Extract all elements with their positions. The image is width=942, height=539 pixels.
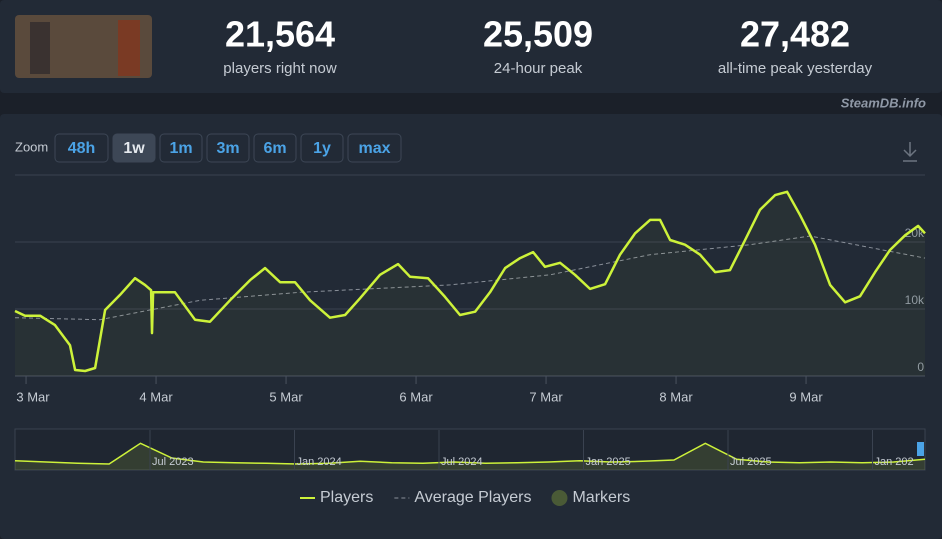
navigator-label: Jul 2023 [152, 456, 194, 468]
zoom-button-label: 1w [123, 140, 145, 157]
legend-label[interactable]: Average Players [414, 489, 531, 506]
navigator-label: Jan 202 [875, 456, 914, 468]
stat-value: 27,482 [740, 14, 850, 55]
zoom-button[interactable]: 6m [253, 133, 297, 163]
navigator-handle[interactable] [917, 442, 924, 456]
legend-label[interactable]: Markers [572, 489, 630, 506]
navigator-label: Jan 2025 [586, 456, 631, 468]
zoom-button-bg [112, 133, 156, 163]
zoom-button-bg [206, 133, 250, 163]
brand: SteamDB.info [841, 95, 926, 110]
zoom-button-bg [54, 133, 109, 163]
zoom-button-bg [300, 133, 344, 163]
x-tick-label: 3 Mar [16, 389, 50, 404]
stat-value: 25,509 [483, 14, 593, 55]
zoom-button-label: 6m [263, 140, 286, 157]
x-tick-label: 9 Mar [789, 389, 823, 404]
y-tick-label: 0 [917, 360, 924, 374]
navigator-label: Jul 2024 [441, 456, 483, 468]
x-tick-label: 8 Mar [659, 389, 693, 404]
y-tick-label: 10k [905, 293, 925, 307]
zoom-button[interactable]: 1m [159, 133, 203, 163]
x-tick-label: 4 Mar [139, 389, 173, 404]
x-tick-label: 6 Mar [399, 389, 433, 404]
stat-label: 24-hour peak [494, 60, 583, 77]
zoom-button-label: 1m [169, 140, 192, 157]
series-line [14, 190, 926, 373]
zoom-button-bg [347, 133, 402, 163]
area [15, 191, 925, 376]
zoom-button[interactable]: 1y [300, 133, 344, 163]
download-icon[interactable] [903, 142, 917, 162]
game-image-detail [118, 20, 140, 76]
y-tick-label: 20k [905, 226, 925, 240]
zoom-button[interactable]: max [347, 133, 402, 163]
zoom-button-label: max [358, 140, 390, 157]
zoom-button[interactable]: 1w [112, 133, 156, 163]
zoom-button-label: 48h [68, 140, 96, 157]
stats-panel [0, 0, 942, 93]
legend-label[interactable]: Players [320, 489, 373, 506]
game-image-detail [30, 22, 50, 74]
legend-symbol [551, 490, 568, 506]
navigator-line [14, 442, 926, 465]
zoom-button[interactable]: 48h [54, 133, 109, 163]
zoom-button-label: 1y [313, 140, 331, 157]
zoom-button-bg [159, 133, 203, 163]
zoom-label: Zoom [15, 139, 48, 154]
navigator-label: Jul 2025 [730, 456, 772, 468]
stat-value: 21,564 [225, 14, 335, 55]
stat-label: players right now [223, 60, 337, 77]
navigator-label: Jan 2024 [297, 456, 342, 468]
x-tick-label: 5 Mar [269, 389, 303, 404]
zoom-button-label: 3m [216, 140, 239, 157]
zoom-button[interactable]: 3m [206, 133, 250, 163]
series-line [14, 235, 926, 321]
x-tick-label: 7 Mar [529, 389, 563, 404]
download-glyph [903, 142, 917, 162]
stat-label: all-time peak yesterday [718, 60, 873, 77]
zoom-button-bg [253, 133, 297, 163]
